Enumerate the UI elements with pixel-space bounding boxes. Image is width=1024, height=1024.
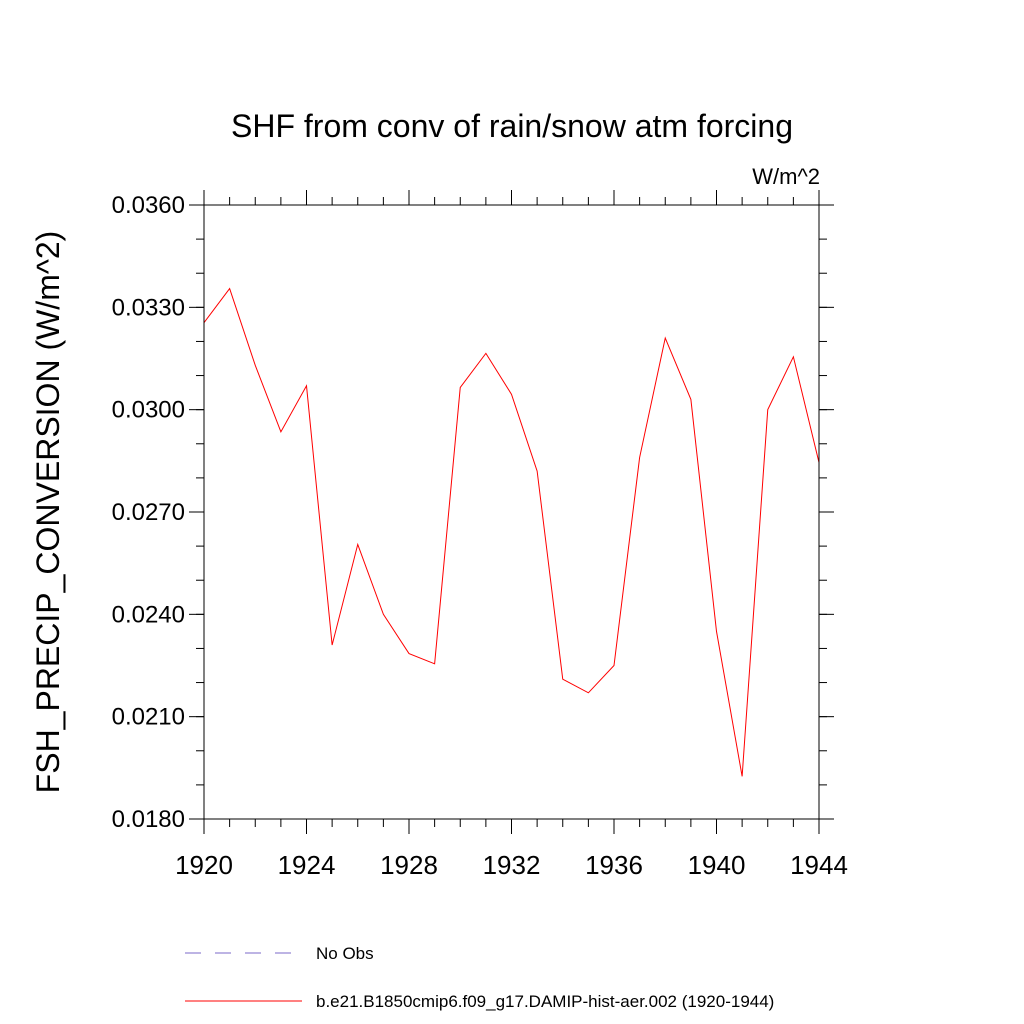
x-tick-label: 1940 bbox=[688, 850, 746, 880]
y-tick-label: 0.0270 bbox=[112, 499, 185, 526]
y-axis-label: FSH_PRECIP_CONVERSION (W/m^2) bbox=[30, 231, 66, 794]
axis-ticks: 0.0180 0.0210 0.0240 0.0270 0.0300 0.0330 0.03… bbox=[112, 190, 848, 880]
y-tick-label: 0.0300 bbox=[112, 397, 185, 424]
x-tick-label: 1944 bbox=[790, 850, 848, 880]
y-tick-label: 0.0330 bbox=[112, 294, 185, 321]
y-tick-label: 0.0210 bbox=[112, 704, 185, 731]
x-tick-label: 1924 bbox=[278, 850, 336, 880]
legend-label-1: b.e21.B1850cmip6.f09_g17.DAMIP-hist-aer.… bbox=[316, 992, 774, 1011]
series-layer bbox=[203, 287, 820, 777]
y-tick-label: 0.0180 bbox=[112, 806, 185, 833]
legend: No Obs b.e21.B1850cmip6.f09_g17.DAMIP-his… bbox=[185, 944, 774, 1011]
units-label: W/m^2 bbox=[752, 164, 820, 189]
x-tick-label: 1920 bbox=[175, 850, 233, 880]
plot-frame bbox=[203, 204, 820, 820]
y-tick-label: 0.0240 bbox=[112, 601, 185, 628]
x-tick-label: 1928 bbox=[380, 850, 438, 880]
chart-title: SHF from conv of rain/snow atm forcing bbox=[231, 108, 793, 144]
x-tick-label: 1936 bbox=[585, 850, 643, 880]
legend-label-0: No Obs bbox=[316, 944, 374, 963]
x-tick-label: 1932 bbox=[483, 850, 541, 880]
series-line-1 bbox=[203, 287, 820, 777]
y-tick-label: 0.0360 bbox=[112, 192, 185, 219]
